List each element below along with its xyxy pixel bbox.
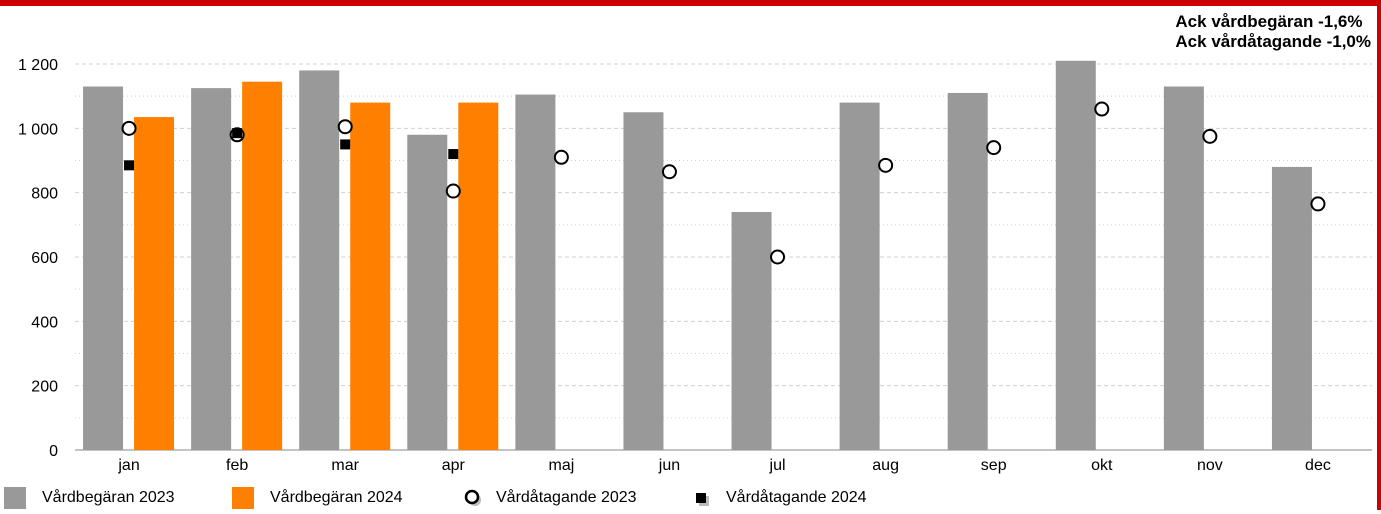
- bar-vardbegaran-2024-apr: [458, 102, 499, 450]
- y-tick-label: 400: [31, 314, 58, 331]
- x-tick-label-dec: dec: [1305, 457, 1331, 474]
- legend-label: Vårdåtagande 2023: [496, 489, 637, 506]
- y-tick-label: 1 200: [18, 57, 58, 74]
- marker-vardatagande-2023-okt: [1094, 101, 1110, 117]
- top-frame-bar: [0, 0, 1381, 6]
- bar-vardbegaran-2023-jun: [623, 112, 664, 450]
- x-axis-tick-labels: jan feb mar apr maj jun jul aug sep okt nov dec: [117, 457, 1330, 474]
- bar-vardbegaran-2023-okt: [1055, 60, 1096, 451]
- x-tick-label-sep: sep: [981, 457, 1007, 474]
- x-tick-label-maj: maj: [548, 457, 574, 474]
- marker-vardatagande-2023-maj: [553, 149, 569, 165]
- x-tick-label-jan: jan: [117, 457, 139, 474]
- y-tick-label: 200: [31, 379, 58, 396]
- bar-vardbegaran-2023-apr: [407, 134, 448, 450]
- gridlines: [75, 63, 1372, 451]
- bar-vardbegaran-2023-nov: [1163, 86, 1204, 451]
- marker-vardatagande-2024-jan: [124, 160, 135, 171]
- bar-vardbegaran-2023-mar: [299, 70, 340, 450]
- legend: Vårdbegäran 2023 Vårdbegäran 2024 Vårdåt…: [0, 486, 1381, 510]
- bar-vardbegaran-2023-aug: [839, 102, 880, 450]
- bar-vardbegaran-2023-maj: [515, 94, 556, 450]
- x-tick-label-okt: okt: [1091, 457, 1113, 474]
- y-tick-label: 1 000: [18, 121, 58, 138]
- y-tick-label: 800: [31, 186, 58, 203]
- legend-swatch-orange: [232, 487, 254, 509]
- x-tick-label-apr: apr: [442, 457, 466, 474]
- bar-vardbegaran-2023-sep: [947, 92, 988, 450]
- legend-item-vardatagande-2023: Vårdåtagande 2023: [462, 486, 637, 510]
- marker-vardatagande-2023-jan: [121, 120, 137, 136]
- bar-vardbegaran-2023-feb: [191, 88, 232, 450]
- marker-vardatagande-2023-jul: [770, 249, 786, 265]
- bars: [83, 60, 1312, 451]
- x-tick-label-feb: feb: [226, 457, 248, 474]
- y-tick-label: 600: [31, 250, 58, 267]
- legend-label: Vårdbegäran 2023: [42, 489, 175, 506]
- legend-label: Vårdåtagande 2024: [726, 489, 867, 506]
- bar-vardbegaran-2023-dec: [1271, 166, 1312, 450]
- annotation-ack-vardatagande: Ack vårdåtagande -1,0%: [1175, 32, 1371, 51]
- marker-vardatagande-2023-aug: [878, 157, 894, 173]
- legend-swatch-gray: [4, 487, 26, 509]
- right-frame-bar: [1377, 0, 1381, 510]
- marker-vardatagande-2023-sep: [986, 140, 1002, 156]
- x-tick-label-aug: aug: [872, 457, 899, 474]
- bar-vardbegaran-2023-jul: [731, 211, 772, 450]
- x-tick-label-mar: mar: [331, 457, 359, 474]
- marker-vardatagande-2023-mar: [337, 119, 353, 135]
- marker-vardatagande-2024-apr: [448, 149, 459, 160]
- y-tick-label: 0: [49, 443, 58, 460]
- annotation-ack-vardbegaran: Ack vårdbegäran -1,6%: [1175, 12, 1363, 31]
- x-tick-label-jun: jun: [658, 457, 680, 474]
- legend-label: Vårdbegäran 2024: [270, 489, 403, 506]
- y-axis-tick-labels: 0 200 400 600 800 1 000 1 200: [18, 57, 58, 460]
- bar-vardbegaran-2023-jan: [83, 86, 124, 451]
- legend-item-vardbegaran-2024: Vårdbegäran 2024: [232, 486, 403, 510]
- marker-vardatagande-2023-dec: [1310, 196, 1326, 212]
- marker-vardatagande-2023-apr: [445, 183, 461, 199]
- square-marker-icon: [692, 487, 716, 509]
- marker-vardatagande-2024-feb: [232, 128, 243, 139]
- legend-item-vardatagande-2024: Vårdåtagande 2024: [692, 486, 867, 510]
- bar-vardbegaran-2024-mar: [350, 102, 391, 450]
- x-tick-label-nov: nov: [1197, 457, 1223, 474]
- bar-vardbegaran-2024-jan: [134, 117, 175, 450]
- markers: [121, 101, 1326, 265]
- x-tick-label-jul: jul: [769, 457, 786, 474]
- circle-marker-icon: [462, 487, 486, 509]
- marker-vardatagande-2024-mar: [340, 139, 351, 150]
- bar-vardbegaran-2024-feb: [242, 81, 283, 451]
- cumulative-annotations: Ack vårdbegäran -1,6% Ack vårdåtagande -…: [1175, 12, 1371, 52]
- marker-vardatagande-2023-nov: [1202, 128, 1218, 144]
- marker-vardatagande-2023-jun: [661, 164, 677, 180]
- legend-item-vardbegaran-2023: Vårdbegäran 2023: [4, 486, 175, 510]
